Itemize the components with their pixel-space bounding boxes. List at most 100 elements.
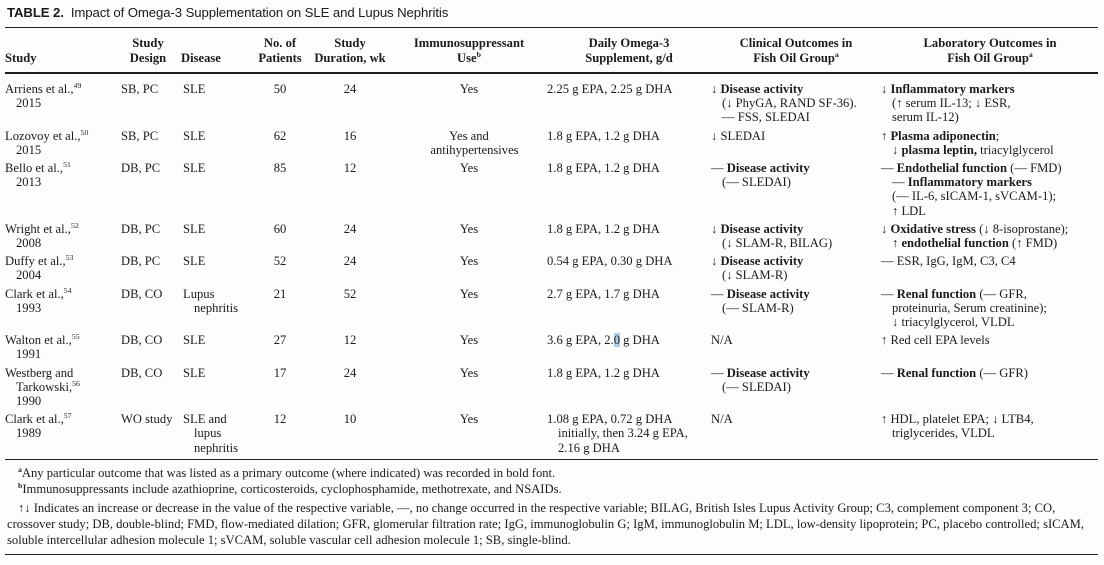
column-header-design: Study Design — [129, 36, 167, 65]
cell-omega3: 0.54 g EPA, 0.30 g DHA — [547, 254, 673, 269]
table-row: Clark et al.,57 1989 WO study SLE and lupus n… — [5, 412, 1098, 459]
cell-study: Walton et al.,55 1991 — [5, 332, 80, 362]
cell-laboratory: ↑ HDL, platelet EPA; ↓ LTB4, triglyceride… — [881, 412, 1034, 441]
table-row: Walton et al.,55 1991 DB, CO SLE 27 12 Yes 3.6 … — [5, 333, 1098, 365]
cell-immuno: Yes — [459, 333, 479, 348]
cell-disease: SLE and lupus nephritis — [183, 412, 239, 455]
cell-design: SB, PC — [121, 128, 159, 143]
cell-immuno: Yes — [459, 82, 479, 96]
cell-disease: Lupus nephritis — [183, 286, 239, 315]
cell-clinical: — Disease activity (— SLEDAI) — [711, 365, 810, 394]
cell-laboratory: ↑ Red cell EPA levels — [881, 333, 990, 348]
cell-clinical: ↓ Disease activity (↓ SLAM-R, BILAG) — [711, 221, 833, 251]
cell-laboratory: — ESR, IgG, IgM, C3, C4 — [881, 254, 1016, 269]
cell-duration: 24 — [343, 254, 357, 269]
footnote-b: bImmunosuppressants include azathioprine… — [18, 480, 562, 496]
cell-disease: SLE — [183, 82, 206, 96]
cell-immuno: Yes — [459, 221, 479, 236]
cell-disease: SLE — [183, 333, 206, 348]
cell-design: DB, CO — [121, 365, 163, 380]
footnote-a: aAny particular outcome that was listed … — [18, 464, 556, 480]
cell-clinical: ↓ Disease activity (↓ SLAM-R) — [711, 254, 804, 283]
cell-duration: 24 — [343, 221, 357, 236]
horizontal-rule-footer — [5, 458, 1098, 460]
cell-patients: 52 — [273, 254, 287, 269]
cell-patients: 12 — [273, 412, 287, 427]
cell-patients: 62 — [273, 128, 287, 143]
selection-highlight: 0 — [613, 333, 621, 348]
cell-study: Bello et al.,51 2013 — [5, 159, 71, 190]
table-row: Lozovoy et al.,50 2015 SB, PC SLE 62 16 Yes an… — [5, 127, 1098, 161]
cell-disease: SLE — [183, 128, 206, 143]
cell-laboratory: ↑ Plasma adiponectin; ↓ plasma leptin, tr… — [881, 128, 1054, 157]
table-header-row: Study Study Design Disease No. of Patients Stu… — [5, 28, 1098, 72]
cell-immuno: Yes — [459, 365, 479, 380]
cell-clinical: ↓ SLEDAI — [711, 128, 766, 143]
cell-design: SB, PC — [121, 82, 159, 96]
cell-omega3: 1.8 g EPA, 1.2 g DHA — [547, 128, 660, 143]
table-row: Westberg and Tarkowski,56 1990 DB, CO SLE 17 2… — [5, 366, 1098, 413]
cell-duration: 24 — [343, 82, 357, 96]
cell-laboratory: ↓ Oxidative stress (↓ 8-isoprostane); ↑ e… — [881, 221, 1069, 251]
cell-laboratory: — Renal function (— GFR) — [881, 365, 1028, 380]
cell-clinical: — Disease activity (— SLEDAI) — [711, 161, 810, 190]
cell-study: Wright et al.,52 2008 — [5, 220, 79, 251]
cell-clinical: — Disease activity (— SLAM-R) — [711, 286, 810, 315]
cell-omega3: 2.7 g EPA, 1.7 g DHA — [547, 286, 660, 301]
cell-immuno: Yes — [459, 286, 479, 301]
cell-design: DB, PC — [121, 221, 161, 236]
table-row: Clark et al.,54 1993 DB, CO Lupus nephritis 2… — [5, 285, 1098, 334]
footnotes: aAny particular outcome that was listed … — [5, 460, 1098, 548]
cell-immuno: Yes — [459, 161, 479, 176]
table-body: Arriens et al.,49 2015 SB, PC SLE 50 24 Yes 2.2… — [5, 74, 1098, 459]
cell-clinical: N/A — [711, 412, 733, 427]
cell-patients: 21 — [273, 286, 287, 301]
cell-immuno: Yes — [459, 412, 479, 427]
cell-study: Arriens et al.,49 2015 — [5, 80, 82, 111]
table-row: Bello et al.,51 2013 DB, PC SLE 85 12 Yes 1.8 g… — [5, 159, 1098, 222]
cell-patients: 85 — [273, 161, 287, 176]
cell-omega3: 1.08 g EPA, 0.72 g DHA initially, then 3.… — [547, 412, 688, 455]
horizontal-rule-top — [5, 27, 1098, 28]
cell-disease: SLE — [183, 221, 206, 236]
column-header-omega3: Daily Omega-3 Supplement, g/d — [585, 36, 673, 65]
cell-design: DB, PC — [121, 161, 161, 176]
cell-omega3: 3.6 g EPA, 2.0 g DHA — [547, 333, 660, 348]
column-header-laboratory: Laboratory Outcomes in Fish Oil Groupa — [923, 36, 1057, 65]
cell-duration: 24 — [343, 365, 357, 380]
cell-patients: 27 — [273, 333, 287, 348]
cell-omega3: 1.8 g EPA, 1.2 g DHA — [547, 161, 660, 176]
cell-laboratory: — Endothelial function (— FMD) — Inflamma… — [881, 161, 1062, 218]
column-header-study: Study — [5, 51, 37, 65]
table-row: Wright et al.,52 2008 DB, PC SLE 60 24 Yes 1.8 … — [5, 220, 1098, 254]
table-row: Arriens et al.,49 2015 SB, PC SLE 50 24 Yes 2.2… — [5, 80, 1098, 129]
cell-immuno: Yes — [459, 254, 479, 269]
cell-omega3: 2.25 g EPA, 2.25 g DHA — [547, 82, 673, 96]
cell-patients: 17 — [273, 365, 287, 380]
cell-study: Clark et al.,57 1989 — [5, 411, 72, 441]
cell-study: Westberg and Tarkowski,56 1990 — [5, 365, 80, 409]
cell-omega3: 1.8 g EPA, 1.2 g DHA — [547, 221, 660, 236]
horizontal-rule-header — [5, 72, 1098, 74]
cell-study: Clark et al.,54 1993 — [5, 285, 72, 315]
horizontal-rule-bottom — [5, 553, 1098, 555]
cell-study: Lozovoy et al.,50 2015 — [5, 127, 89, 157]
cell-laboratory: ↓ Inflammatory markers (↑ serum IL-13; ↓ … — [881, 82, 1015, 125]
cell-immuno: Yes and antihypertensives — [430, 128, 519, 157]
cell-design: DB, CO — [121, 333, 163, 348]
cell-disease: SLE — [183, 365, 206, 380]
cell-clinical: ↓ Disease activity (↓ PhyGA, RAND SF-36).… — [711, 82, 857, 125]
cell-clinical: N/A — [711, 333, 733, 348]
cell-duration: 52 — [343, 286, 357, 301]
cell-duration: 12 — [343, 333, 357, 348]
cell-study: Duffy et al.,53 2004 — [5, 253, 74, 283]
cell-disease: SLE — [183, 254, 206, 269]
cell-patients: 60 — [273, 221, 287, 236]
cell-design: WO study — [121, 412, 173, 427]
column-header-immuno: Immunosuppressant Useb — [413, 36, 525, 65]
cell-laboratory: — Renal function (— GFR, proteinuria, Ser… — [881, 286, 1047, 330]
cell-design: DB, PC — [121, 254, 161, 269]
footnote-abbreviations: ↑↓ Indicates an increase or decrease in … — [7, 500, 1084, 547]
cell-disease: SLE — [183, 161, 206, 176]
